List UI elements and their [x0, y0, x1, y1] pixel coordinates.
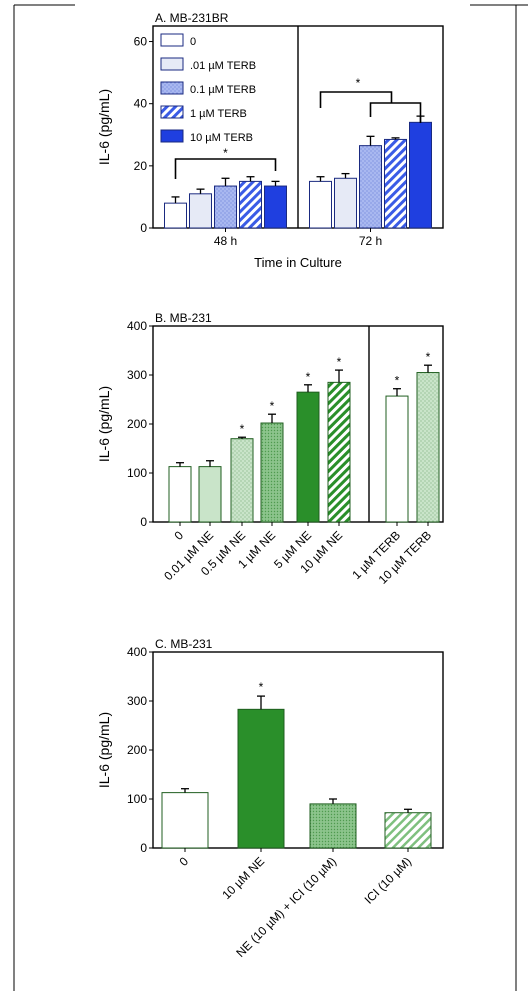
significance-star: * [337, 355, 342, 369]
bar [168, 466, 192, 523]
bar [198, 466, 222, 523]
significance-star: * [240, 422, 245, 436]
y-tick-label: 200 [127, 417, 147, 431]
y-tick-label: 0 [140, 221, 147, 235]
x-tick-label: 10 µM NE [219, 854, 267, 902]
bar [309, 180, 332, 229]
x-tick-label: 0 [171, 528, 186, 543]
bar [409, 121, 432, 229]
y-tick-label: 400 [127, 645, 147, 659]
y-tick-label: 200 [127, 743, 147, 757]
significance-star: * [259, 680, 264, 694]
bar [359, 145, 382, 229]
y-tick-label: 100 [127, 466, 147, 480]
legend-swatch [160, 105, 184, 119]
legend-label: 0 [190, 36, 196, 48]
bar [260, 422, 284, 523]
bar [239, 180, 262, 229]
y-axis-label: IL-6 (pg/mL) [96, 712, 112, 788]
chart-c: 0 100 200 300 400 C. MB-231 IL-6 (pg/mL) 0 * 10 µ… [96, 637, 444, 960]
significance-star: * [306, 370, 311, 384]
legend-label: .01 µM TERB [190, 60, 256, 72]
legend-swatch [160, 81, 184, 95]
legend-label: 10 µM TERB [190, 132, 253, 144]
x-tick-label: 72 h [359, 234, 382, 248]
significance-bracket [319, 91, 393, 108]
y-tick-label: 20 [134, 159, 148, 173]
bar [334, 177, 357, 229]
x-tick-label: 48 h [214, 234, 237, 248]
significance-star: * [395, 374, 400, 388]
legend-label: 0.1 µM TERB [190, 84, 256, 96]
legend-swatch [160, 33, 184, 47]
chart-title: B. MB-231 [155, 311, 212, 325]
y-tick-label: 60 [134, 35, 148, 49]
bar [214, 185, 237, 229]
bar [237, 708, 285, 849]
x-tick-label: 0 [176, 854, 191, 869]
bar [264, 185, 287, 229]
x-tick-label: ICI (10 µM) [362, 854, 415, 907]
legend-swatch [160, 129, 184, 143]
significance-star: * [223, 146, 228, 160]
x-axis-label: Time in Culture [254, 255, 342, 270]
bar [309, 803, 357, 849]
y-tick-label: 0 [140, 515, 147, 529]
legend-label: 1 µM TERB [190, 108, 247, 120]
bar [384, 138, 407, 229]
bar [161, 792, 209, 849]
y-tick-label: 40 [134, 97, 148, 111]
y-axis-label: IL-6 (pg/mL) [96, 386, 112, 462]
bar [327, 381, 351, 523]
bar [296, 391, 320, 523]
significance-star: * [356, 76, 361, 90]
significance-star: * [426, 350, 431, 364]
bar [416, 372, 440, 523]
bar [384, 812, 432, 849]
legend-swatch [160, 57, 184, 71]
bar [189, 193, 212, 229]
y-tick-label: 400 [127, 319, 147, 333]
bar [385, 395, 409, 523]
y-tick-label: 300 [127, 368, 147, 382]
bar [164, 202, 187, 229]
chart-title: C. MB-231 [155, 637, 213, 651]
y-axis-label: IL-6 (pg/mL) [96, 89, 112, 165]
significance-bracket [369, 102, 422, 123]
significance-bracket [174, 158, 277, 179]
y-tick-label: 100 [127, 792, 147, 806]
y-tick-label: 300 [127, 694, 147, 708]
significance-star: * [270, 399, 275, 413]
chart-title: A. MB-231BR [155, 11, 229, 25]
bar [230, 438, 254, 523]
y-tick-label: 0 [140, 841, 147, 855]
chart-a: 0 20 40 60 A. MB-231BR IL-6 (pg/mL) 48 h 72 h Ti… [96, 11, 444, 270]
